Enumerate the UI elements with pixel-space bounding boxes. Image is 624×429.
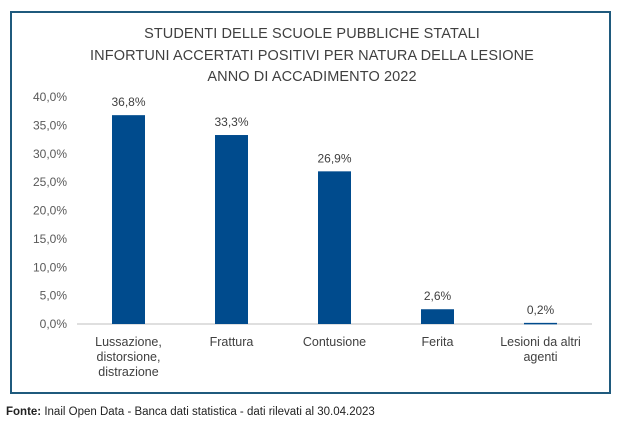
chart-frame [10, 11, 611, 394]
bar [215, 135, 248, 324]
y-tick-label: 5,0% [40, 289, 68, 303]
y-tick-label: 40,0% [33, 90, 67, 104]
x-category-label: distorsione, [97, 350, 161, 364]
x-category-label: Lesioni da altri [500, 335, 581, 349]
data-label: 0,2% [527, 303, 555, 317]
data-label: 2,6% [424, 289, 452, 303]
y-tick-label: 15,0% [33, 232, 67, 246]
bar [524, 322, 557, 325]
x-category-label: distrazione [98, 365, 158, 379]
chart-title-line-2: INFORTUNI ACCERTATI POSITIVI PER NATURA … [90, 48, 534, 64]
bar [112, 115, 145, 324]
data-label: 36,8% [111, 95, 145, 109]
y-tick-label: 30,0% [33, 147, 67, 161]
x-category-label: agenti [523, 350, 557, 364]
x-category-label: Frattura [210, 335, 254, 349]
bar [318, 171, 351, 324]
x-category-label: Ferita [422, 335, 454, 349]
y-tick-label: 20,0% [33, 204, 67, 218]
source-text: Inail Open Data - Banca dati statistica … [41, 406, 375, 418]
chart-title-line-1: STUDENTI DELLE SCUOLE PUBBLICHE STATALI [144, 26, 480, 42]
y-tick-label: 25,0% [33, 175, 67, 189]
chart-title-line-3: ANNO DI ACCADIMENTO 2022 [207, 69, 417, 85]
y-tick-label: 10,0% [33, 260, 67, 274]
data-label: 26,9% [317, 151, 351, 165]
source-note: Fonte: Inail Open Data - Banca dati stat… [6, 406, 375, 418]
x-category-label: Contusione [303, 335, 366, 349]
data-label: 33,3% [214, 115, 248, 129]
y-tick-label: 35,0% [33, 118, 67, 132]
bar [421, 309, 454, 324]
source-label: Fonte: [6, 406, 42, 418]
y-tick-label: 0,0% [40, 317, 68, 331]
x-category-label: Lussazione, [95, 335, 162, 349]
